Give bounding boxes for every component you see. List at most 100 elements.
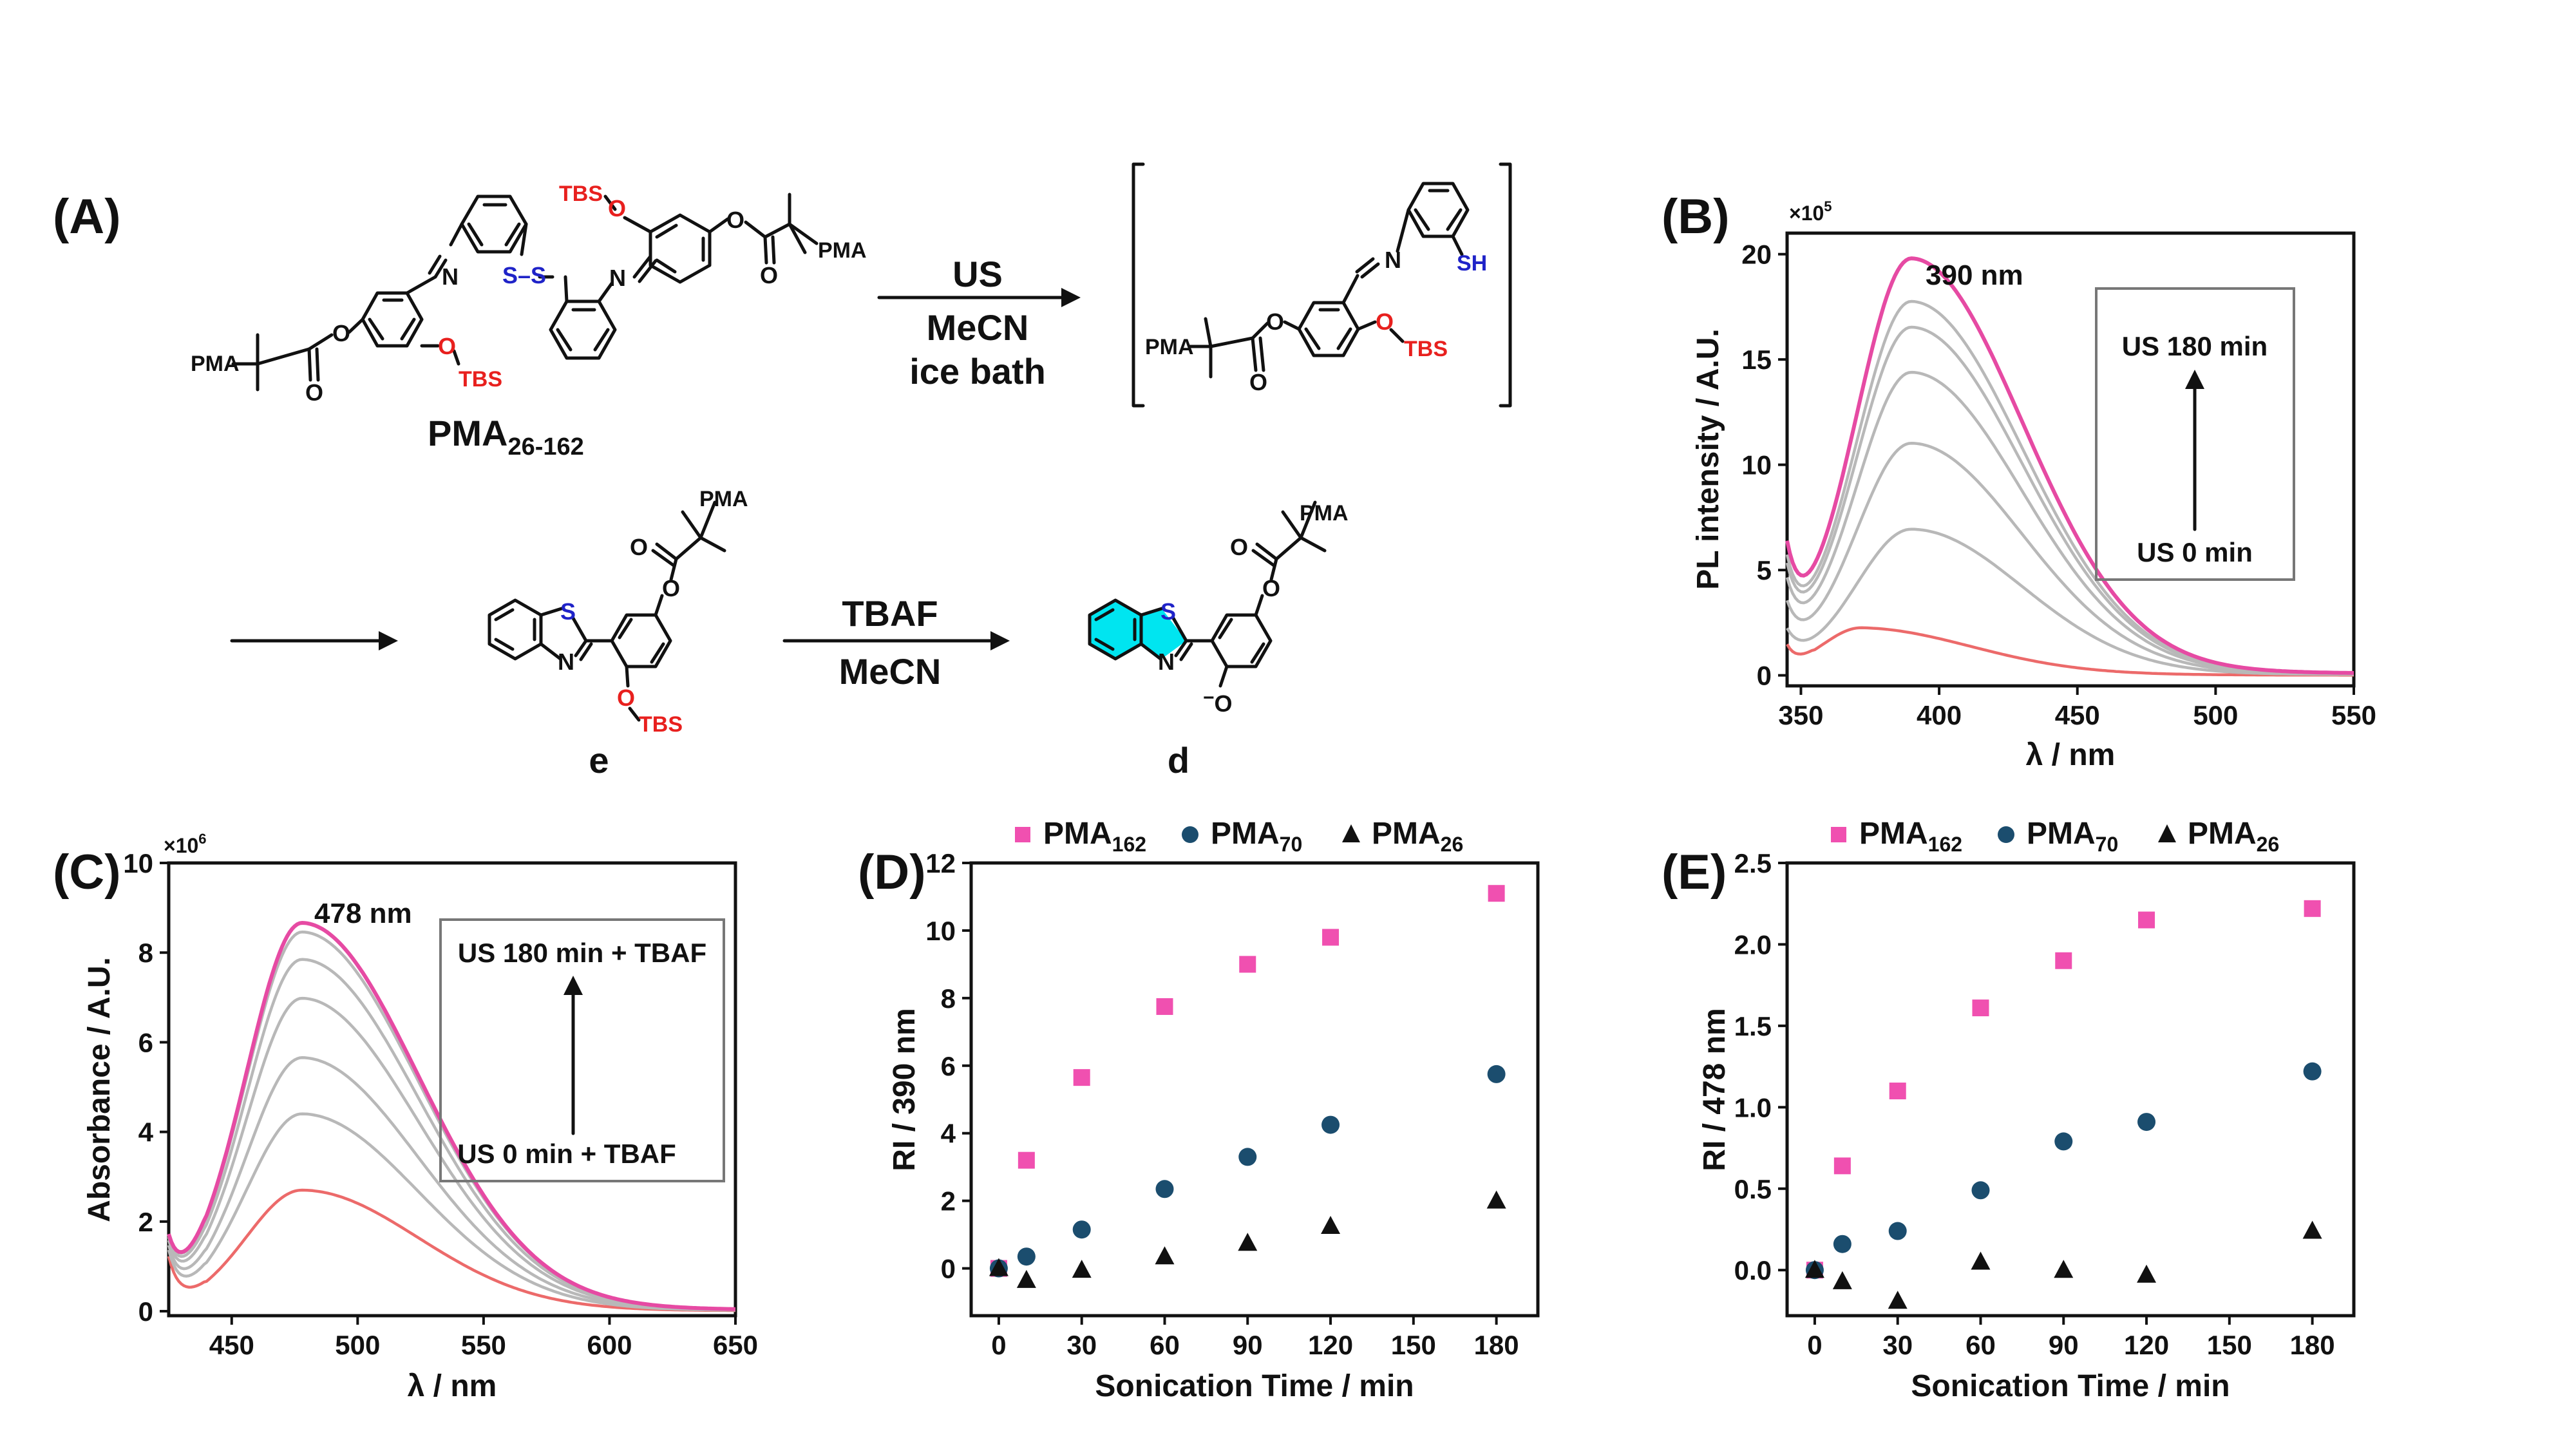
y-multiplier-b: ×105 <box>1789 198 1832 225</box>
atom-tbs: TBS <box>639 712 683 737</box>
inset-top-c: US 180 min + TBAF <box>458 938 706 968</box>
reagent-tbaf: TBAF <box>842 593 938 634</box>
y-multiplier-c: ×106 <box>164 831 207 857</box>
pl-curve <box>1786 626 2354 677</box>
y-tick-label: 6 <box>138 1027 153 1057</box>
point-pma26 <box>1832 1271 1852 1289</box>
atom-o: O <box>332 320 350 346</box>
x-axis-title-e: Sonication Time / min <box>1911 1369 2230 1403</box>
point-pma70 <box>1238 1148 1257 1166</box>
legend-marker <box>1831 827 1846 842</box>
compound-thiol-intermediate: N SH O TBS O O PMA <box>1132 162 1512 408</box>
point-pma26 <box>1971 1251 1991 1270</box>
panel-label-c: (C) <box>53 845 121 900</box>
atom-tbs: TBS <box>1404 337 1448 361</box>
atom-n: N <box>1385 247 1401 273</box>
chart-panel-d: (D) 0 30 60 90 120 150 180 0 2 4 6 8 10 12 PMA162 PMA7… <box>858 817 1540 1403</box>
compound-e: S N O O PMA O TBS e <box>488 487 748 781</box>
point-pma26 <box>1155 1246 1175 1265</box>
legend-label: PMA162 <box>1043 817 1146 856</box>
reagent-us: US <box>952 254 1003 294</box>
atom-o-minus: −O <box>1203 687 1233 717</box>
atom-o: O <box>617 685 635 711</box>
y-tick-label: 4 <box>138 1117 154 1148</box>
y-axis-title-c: Absorbance / A.U. <box>82 957 117 1222</box>
inset-box-c <box>439 918 725 1182</box>
y-axis-title-e: RI / 478 nm <box>1698 1008 1732 1171</box>
legend-e: PMA162 PMA70 PMA26 <box>1831 817 2279 856</box>
chart-panel-e: (E) 0 30 60 90 120 150 180 0.0 0.5 1.0 1.5 2.0 2.5 P… <box>1662 817 2356 1403</box>
point-pma70 <box>2303 1062 2322 1081</box>
y-tick-label: 10 <box>123 848 153 878</box>
legend-marker <box>1015 827 1030 842</box>
x-tick-label: 90 <box>1233 1330 1263 1360</box>
point-pma26 <box>1486 1190 1506 1209</box>
atom-o: O <box>1262 575 1280 601</box>
plot-frame-c <box>167 861 737 1318</box>
atom-ss: S–S <box>502 262 546 289</box>
reaction-scheme: (A) <box>53 162 1512 781</box>
y-tick-label: 15 <box>1741 345 1772 375</box>
reaction-arrow-2: TBAF MeCN <box>782 593 1010 692</box>
inset-box-b <box>2095 287 2295 581</box>
peak-label-c: 478 nm <box>314 898 412 929</box>
x-tick-label: 0 <box>1807 1330 1822 1360</box>
panel-label-b: (B) <box>1662 189 1730 244</box>
atom-pma: PMA <box>191 352 240 376</box>
point-pma162 <box>2138 911 2155 929</box>
x-tick-label: 650 <box>713 1330 758 1360</box>
atom-o: O <box>1266 308 1284 335</box>
point-pma26 <box>1016 1269 1036 1288</box>
panel-label-e: (E) <box>1662 845 1727 900</box>
y-tick-label: 6 <box>941 1051 956 1081</box>
y-tick-label: 2.5 <box>1734 848 1772 878</box>
chart-panel-c: (C) ×106 450 500 550 600 650 0 2 4 6 8 10 λ / nm A… <box>53 831 758 1403</box>
compound-pma-disulfide: N S–S N O TBS O O PMA O TBS O O PMA PMA2… <box>191 182 867 460</box>
point-pma162 <box>1833 1157 1851 1175</box>
point-pma26 <box>2137 1264 2157 1283</box>
atom-n: N <box>558 649 574 675</box>
axis-ticks-b: 350 400 450 500 550 0 5 10 15 20 <box>1741 240 2376 730</box>
compound-e-label: e <box>589 740 609 781</box>
point-pma162 <box>1889 1083 1906 1100</box>
plot-frame-d <box>969 861 1540 1318</box>
y-tick-label: 2.0 <box>1734 929 1772 960</box>
y-tick-label: 12 <box>925 848 956 878</box>
atom-tbs: TBS <box>559 182 603 206</box>
compound-d: S N O O PMA −O d <box>1088 500 1349 781</box>
x-tick-label: 450 <box>209 1330 254 1360</box>
atom-pma: PMA <box>818 238 867 263</box>
point-pma162 <box>1073 1069 1090 1086</box>
y-tick-label: 10 <box>925 916 956 946</box>
x-tick-label: 400 <box>1917 700 1962 730</box>
curves-c <box>167 920 736 1312</box>
axis-ticks-d: 0 30 60 90 120 150 180 0 2 4 6 8 10 12 <box>925 848 1519 1360</box>
y-tick-label: 8 <box>941 983 956 1014</box>
peak-label-b: 390 nm <box>1926 260 2023 291</box>
atom-pma: PMA <box>699 487 748 511</box>
panel-label-a: (A) <box>53 189 121 244</box>
condition-ice-bath: ice bath <box>909 351 1046 392</box>
reaction-arrow-1: US MeCN ice bath <box>877 254 1081 392</box>
point-pma70 <box>1321 1115 1340 1134</box>
x-tick-label: 0 <box>991 1330 1006 1360</box>
point-pma162 <box>1322 929 1340 946</box>
y-tick-label: 0.5 <box>1734 1174 1772 1204</box>
atom-o: O <box>305 379 323 406</box>
compound-1-label: PMA26-162 <box>428 413 584 460</box>
x-axis-title-b: λ / nm <box>2026 738 2116 772</box>
point-pma162 <box>1156 998 1173 1015</box>
curves-b <box>1785 256 2354 677</box>
absorbance-curve <box>167 1188 735 1312</box>
legend-label: PMA26 <box>1372 817 1463 856</box>
legend-label: PMA162 <box>1859 817 1962 856</box>
point-pma70 <box>1833 1235 1852 1253</box>
point-pma70 <box>1487 1065 1506 1083</box>
reaction-arrow-continue <box>230 631 398 650</box>
legend-marker <box>1998 826 2014 843</box>
y-tick-label: 10 <box>1741 450 1772 480</box>
point-pma70 <box>2137 1113 2156 1132</box>
point-pma26 <box>989 1258 1009 1276</box>
